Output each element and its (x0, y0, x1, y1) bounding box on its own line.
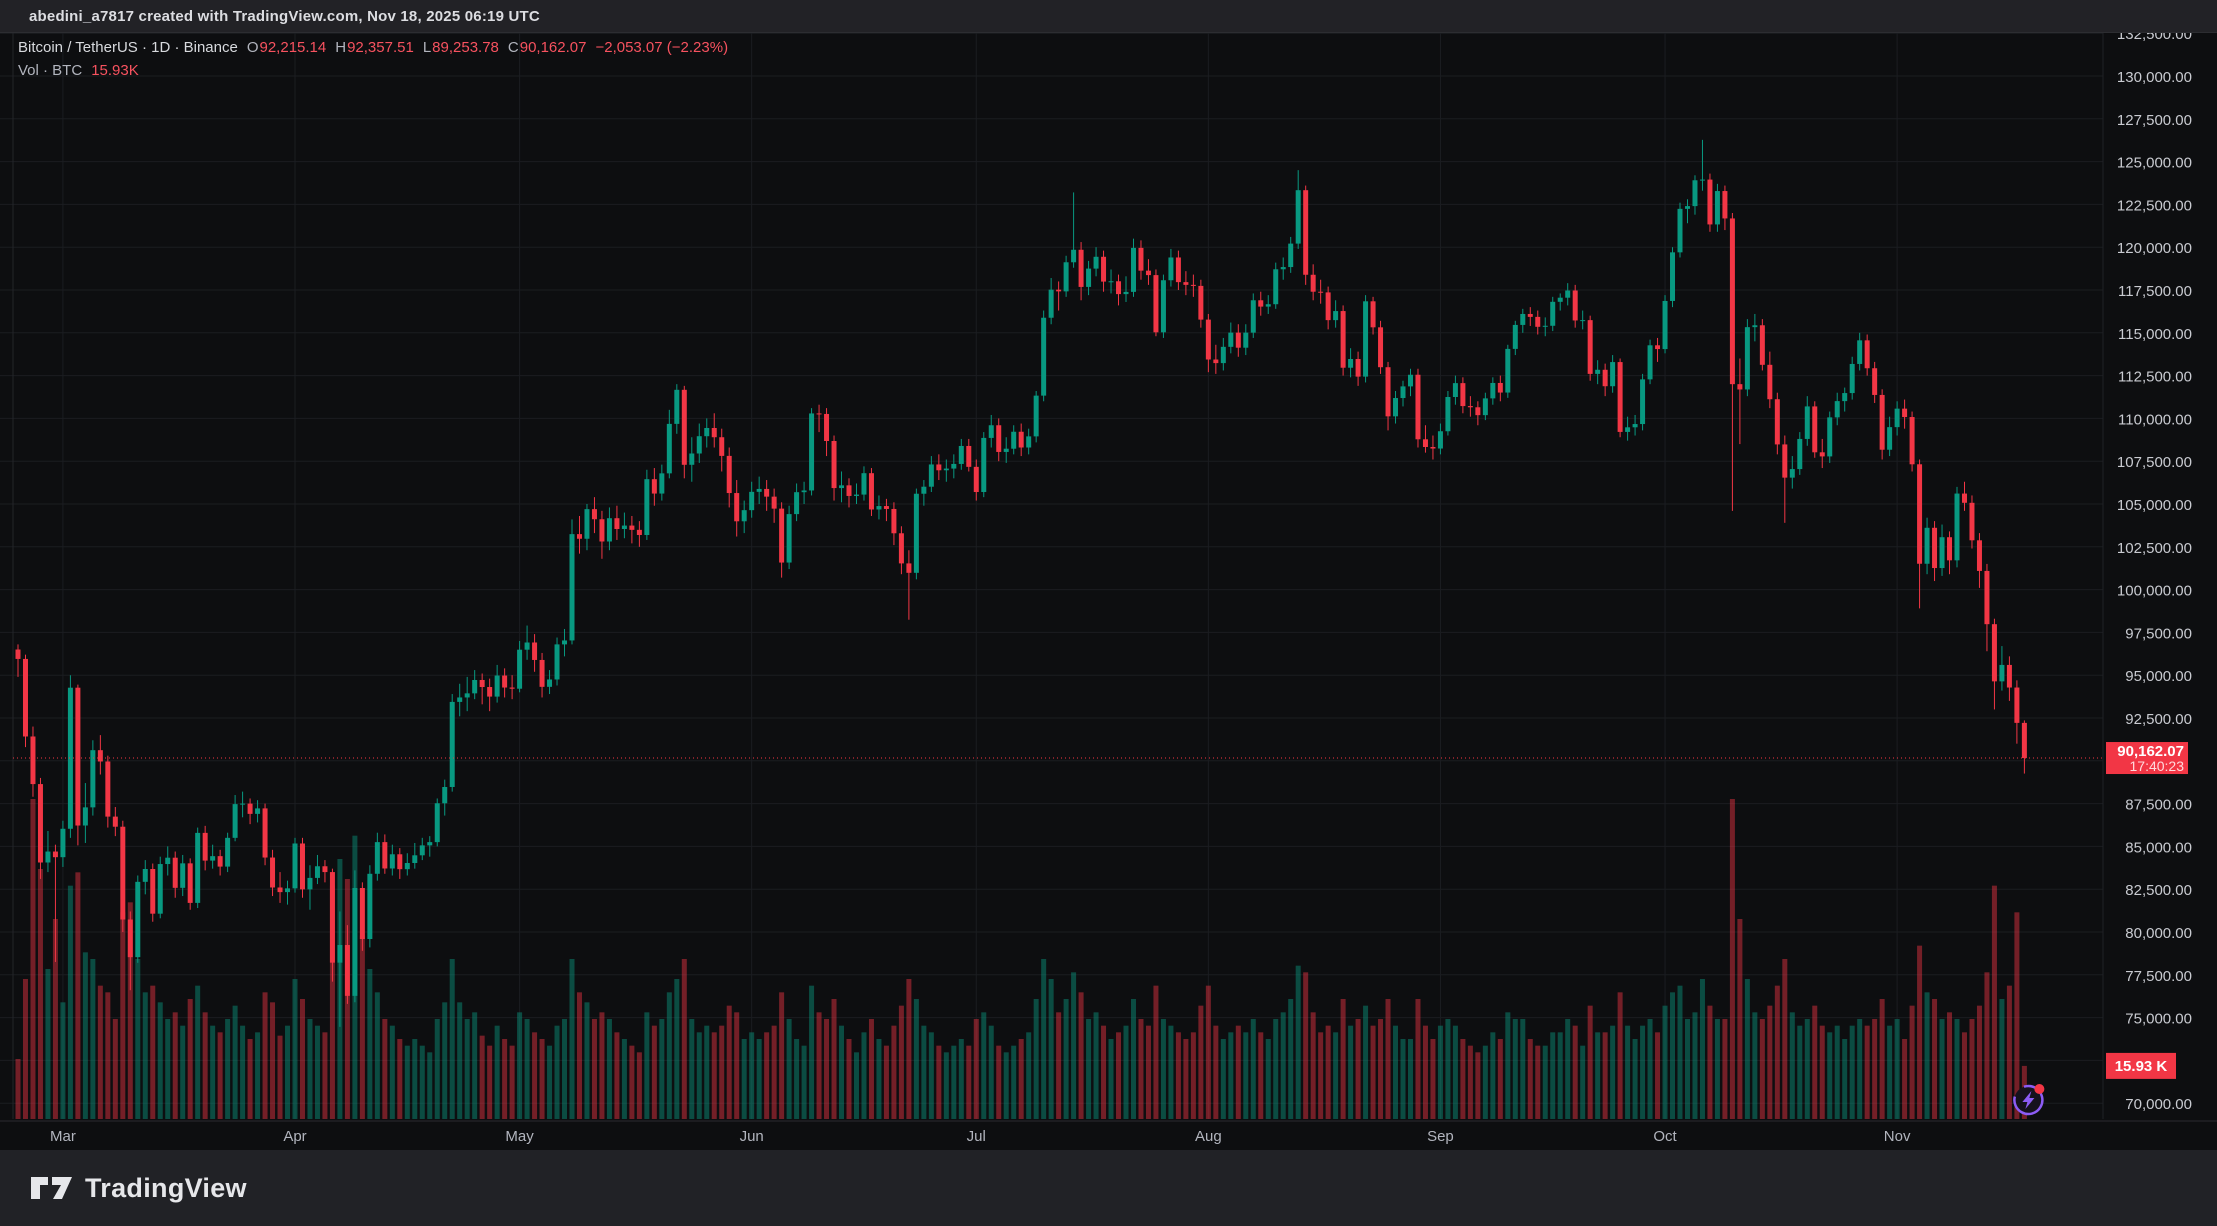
open-key: O (246, 39, 259, 56)
high-value: 92,357.51 (347, 39, 414, 56)
svg-text:Apr: Apr (283, 1128, 306, 1145)
legend-row-volume[interactable]: Vol · BTC 15.93K (18, 61, 728, 81)
ohlc-close: C 90,162.07 (508, 38, 587, 58)
svg-text:85,000.00: 85,000.00 (2125, 839, 2192, 856)
low-key: L (422, 39, 432, 56)
svg-text:Aug: Aug (1195, 1128, 1222, 1145)
svg-text:17:40:23: 17:40:23 (2130, 758, 2185, 774)
svg-text:Jul: Jul (967, 1128, 986, 1145)
svg-text:87,500.00: 87,500.00 (2125, 797, 2192, 814)
svg-text:82,500.00: 82,500.00 (2125, 882, 2192, 899)
symbol-title[interactable]: Bitcoin / TetherUS · 1D · Binance (18, 39, 238, 56)
svg-text:110,000.00: 110,000.00 (2118, 411, 2192, 428)
svg-text:125,000.00: 125,000.00 (2117, 155, 2192, 172)
svg-text:70,000.00: 70,000.00 (2125, 1096, 2192, 1113)
svg-text:May: May (505, 1128, 534, 1145)
grid-lines (0, 32, 2103, 1119)
svg-text:Oct: Oct (1653, 1128, 1677, 1145)
volume-label: Vol · BTC (18, 62, 83, 79)
svg-text:Mar: Mar (50, 1128, 76, 1145)
svg-text:112,500.00: 112,500.00 (2118, 369, 2192, 386)
change-value: −2,053.07 (−2.23%) (595, 39, 729, 56)
tradingview-logo[interactable]: TradingView (29, 1170, 247, 1206)
svg-text:100,000.00: 100,000.00 (2117, 583, 2192, 600)
svg-text:102,500.00: 102,500.00 (2117, 540, 2192, 557)
attribution-text: abedini_a7817 created with TradingView.c… (29, 7, 540, 25)
volume-value: 15.93K (91, 62, 139, 79)
price-scale[interactable]: 132,500.00130,000.00127,500.00125,000.00… (2102, 26, 2192, 1119)
high-key: H (335, 39, 347, 56)
svg-text:97,500.00: 97,500.00 (2125, 625, 2192, 642)
footer-bar: TradingView (0, 1150, 2217, 1226)
ohlc-low: L 89,253.78 (423, 38, 499, 58)
svg-text:Sep: Sep (1427, 1128, 1454, 1145)
svg-text:Jun: Jun (740, 1128, 764, 1145)
time-scale[interactable]: Mar Apr May Jun Jul Aug Sep Oct Nov (0, 1120, 2217, 1145)
svg-text:120,000.00: 120,000.00 (2117, 240, 2192, 257)
svg-text:122,500.00: 122,500.00 (2117, 197, 2192, 214)
svg-text:Nov: Nov (1884, 1128, 1911, 1145)
svg-text:117,500.00: 117,500.00 (2118, 283, 2192, 300)
attribution-bar: abedini_a7817 created with TradingView.c… (0, 0, 2217, 33)
low-value: 89,253.78 (432, 39, 499, 56)
svg-text:80,000.00: 80,000.00 (2125, 925, 2192, 942)
svg-text:90,162.07: 90,162.07 (2117, 743, 2184, 760)
svg-text:105,000.00: 105,000.00 (2117, 497, 2192, 514)
tradingview-logo-text: TradingView (85, 1172, 247, 1203)
candlesticks (15, 139, 2027, 1027)
ohlc-open: O 92,215.14 (247, 38, 326, 58)
svg-text:115,000.00: 115,000.00 (2118, 326, 2192, 343)
chart-canvas[interactable]: 132,500.00130,000.00127,500.00125,000.00… (0, 0, 2217, 1150)
legend-row-symbol[interactable]: Bitcoin / TetherUS · 1D · Binance O 92,2… (18, 38, 728, 58)
close-key: C (507, 39, 519, 56)
svg-text:130,000.00: 130,000.00 (2117, 69, 2192, 86)
svg-text:127,500.00: 127,500.00 (2117, 112, 2192, 129)
tradingview-logo-icon (31, 1177, 72, 1199)
open-value: 92,215.14 (259, 39, 327, 56)
svg-text:95,000.00: 95,000.00 (2125, 668, 2192, 685)
svg-text:107,500.00: 107,500.00 (2117, 454, 2192, 471)
chart-legend: Bitcoin / TetherUS · 1D · Binance O 92,2… (18, 38, 728, 84)
volume-bars (15, 799, 2027, 1119)
svg-text:75,000.00: 75,000.00 (2125, 1011, 2192, 1028)
ohlc-high: H 92,357.51 (335, 38, 414, 58)
svg-text:77,500.00: 77,500.00 (2125, 968, 2192, 985)
svg-text:15.93 K: 15.93 K (2115, 1058, 2168, 1075)
svg-text:92,500.00: 92,500.00 (2125, 711, 2192, 728)
close-value: 90,162.07 (519, 39, 587, 56)
lightning-mode-button[interactable] (2009, 1081, 2047, 1119)
